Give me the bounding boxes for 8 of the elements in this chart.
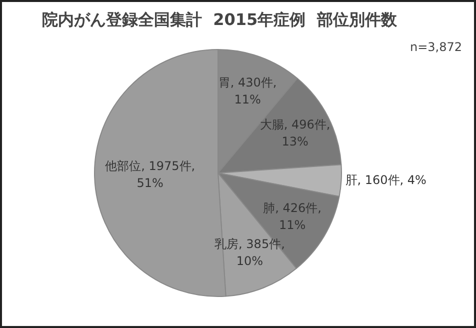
slice-label: 大腸, 496件, 13%	[260, 117, 330, 148]
text: n=3,872	[410, 40, 462, 54]
slice-label: 乳房, 385件, 10%	[214, 237, 285, 268]
slice-label: 肝, 160件, 4%	[345, 172, 426, 187]
slice-label: 他部位, 1975件, 51%	[105, 158, 196, 190]
slice-label: 肺, 426件, 11%	[263, 200, 322, 232]
chart-title: 院内がん登録全国集計 2015年症例 部位別件数	[42, 10, 397, 31]
slice-label: 胃, 430件, 11%	[218, 75, 277, 106]
